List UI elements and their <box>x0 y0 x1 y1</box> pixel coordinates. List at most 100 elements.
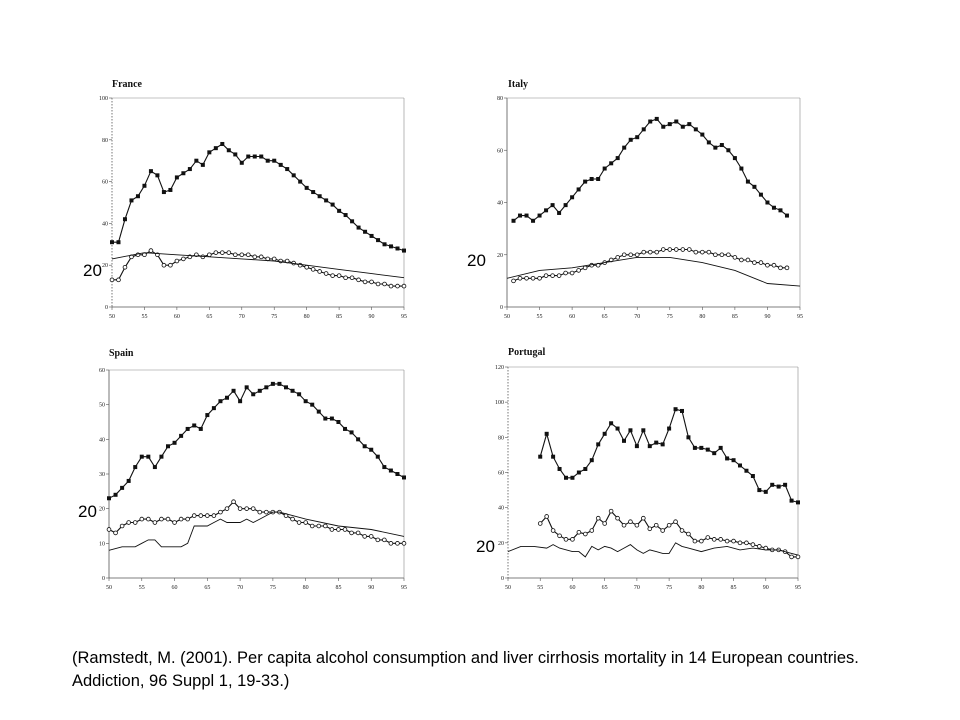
portugal-filled-point <box>718 445 723 450</box>
spain-filled-point <box>349 430 354 435</box>
italy-title: Italy <box>508 79 528 90</box>
spain-open-point <box>205 513 210 518</box>
portugal-x-tick-label: 70 <box>634 585 640 591</box>
portugal-open-point <box>647 526 653 532</box>
italy-filled-point <box>537 213 542 218</box>
france-filled-point <box>122 217 127 222</box>
france-filled-point <box>110 240 114 245</box>
spain-open-point <box>185 516 190 522</box>
portugal-y-tick-label: 120 <box>495 365 504 371</box>
portugal-filled-point <box>602 431 607 436</box>
spain-open-point <box>218 509 223 515</box>
france-filled-point <box>135 194 140 199</box>
spain-filled-point <box>179 433 184 438</box>
italy-open-point <box>615 255 620 260</box>
italy-open-point <box>628 252 634 258</box>
italy-open-point <box>530 275 536 281</box>
france-open-point <box>148 248 154 253</box>
italy-filled-point <box>524 213 529 218</box>
portugal-open-point <box>615 515 620 521</box>
italy-filled-point <box>667 122 672 127</box>
italy-filled-point <box>784 213 789 218</box>
italy-filled-point <box>674 119 679 124</box>
spain-open-point <box>132 520 138 525</box>
italy-open-point <box>732 255 738 260</box>
portugal-x-tick-label: 85 <box>731 585 737 591</box>
france-filled-point <box>291 173 296 178</box>
france-open-point <box>122 264 128 270</box>
portugal-filled-point <box>538 454 543 459</box>
spain-side-label: 20 <box>78 502 97 521</box>
portugal-open-point <box>692 538 698 544</box>
france-open-point <box>252 254 258 260</box>
france-open-point <box>304 264 309 270</box>
spain-filled-point <box>139 454 144 459</box>
france-open-point <box>168 262 173 268</box>
italy-open-point <box>550 273 555 278</box>
france-filled-point <box>382 242 387 247</box>
italy-y-tick-label: 40 <box>497 201 503 207</box>
italy-open-point <box>543 273 549 278</box>
france-open-point <box>310 267 316 272</box>
italy-filled-point <box>700 132 705 137</box>
spain-x-tick-label: 75 <box>270 585 276 591</box>
portugal-filled-point <box>609 421 614 426</box>
italy-open-point <box>563 270 568 276</box>
france-open-point <box>343 275 348 281</box>
spain-filled-point <box>297 392 302 397</box>
france-filled-point <box>330 202 335 207</box>
france-y-tick-label: 80 <box>102 138 108 144</box>
spain-y-tick-label: 50 <box>99 403 105 409</box>
france-filled-point <box>181 171 186 176</box>
spain-filled-point <box>284 385 288 390</box>
portugal-filled-point <box>699 445 704 450</box>
portugal-filled-point <box>622 438 626 443</box>
italy-filled-point <box>778 208 783 213</box>
italy-filled-point <box>726 148 731 153</box>
spain-filled-point <box>270 381 275 386</box>
portugal-filled-point <box>789 498 794 503</box>
portugal-filled-point <box>705 447 710 452</box>
spain-filled-point <box>244 385 249 390</box>
spain-x-tick-label: 95 <box>401 585 407 591</box>
spain-series-filled-line <box>108 383 405 499</box>
france-filled-point <box>142 183 147 188</box>
italy-filled-point <box>511 218 516 223</box>
portugal-open-point <box>789 554 794 560</box>
france-filled-point <box>304 185 309 190</box>
france-open-point <box>116 277 121 283</box>
portugal-open-point <box>550 528 556 533</box>
spain-open-point <box>178 516 184 522</box>
portugal-y-tick-label: 80 <box>498 435 504 441</box>
italy-filled-point <box>622 145 627 150</box>
italy-open-point <box>778 265 783 271</box>
italy-x-tick-label: 70 <box>634 314 640 320</box>
italy-y-tick-label: 80 <box>497 96 503 102</box>
spain-filled-point <box>185 426 190 431</box>
italy-filled-point <box>602 166 607 171</box>
france-x-tick-label: 70 <box>239 314 245 320</box>
italy-filled-point <box>687 122 692 127</box>
italy-filled-point <box>706 140 711 145</box>
portugal-filled-point <box>660 442 665 447</box>
portugal-open-point <box>602 521 607 526</box>
spain-filled-point <box>343 426 347 431</box>
italy-x-tick-label: 75 <box>667 314 673 320</box>
spain-panel: Spain 20 50 55 60 65 70 75 80 85 90 95 0 10 20 30 40 50 60 <box>78 348 407 591</box>
spain-open-point <box>146 516 151 522</box>
italy-filled-point <box>680 124 685 129</box>
spain-filled-point <box>113 492 118 497</box>
italy-open-point <box>660 247 666 252</box>
italy-y-tick-label: 20 <box>497 253 503 259</box>
italy-filled-point <box>693 127 698 132</box>
spain-open-point <box>106 527 112 532</box>
spain-x-tick-label: 65 <box>204 585 210 591</box>
portugal-open-point <box>673 519 678 525</box>
portugal-title: Portugal <box>508 347 545 358</box>
france-filled-point <box>187 167 192 172</box>
portugal-filled-point <box>776 484 781 489</box>
portugal-open-point <box>686 531 691 537</box>
portugal-y-tick-label: 0 <box>501 576 504 582</box>
portugal-filled-point <box>783 482 788 487</box>
spain-x-tick-label: 70 <box>237 585 243 591</box>
